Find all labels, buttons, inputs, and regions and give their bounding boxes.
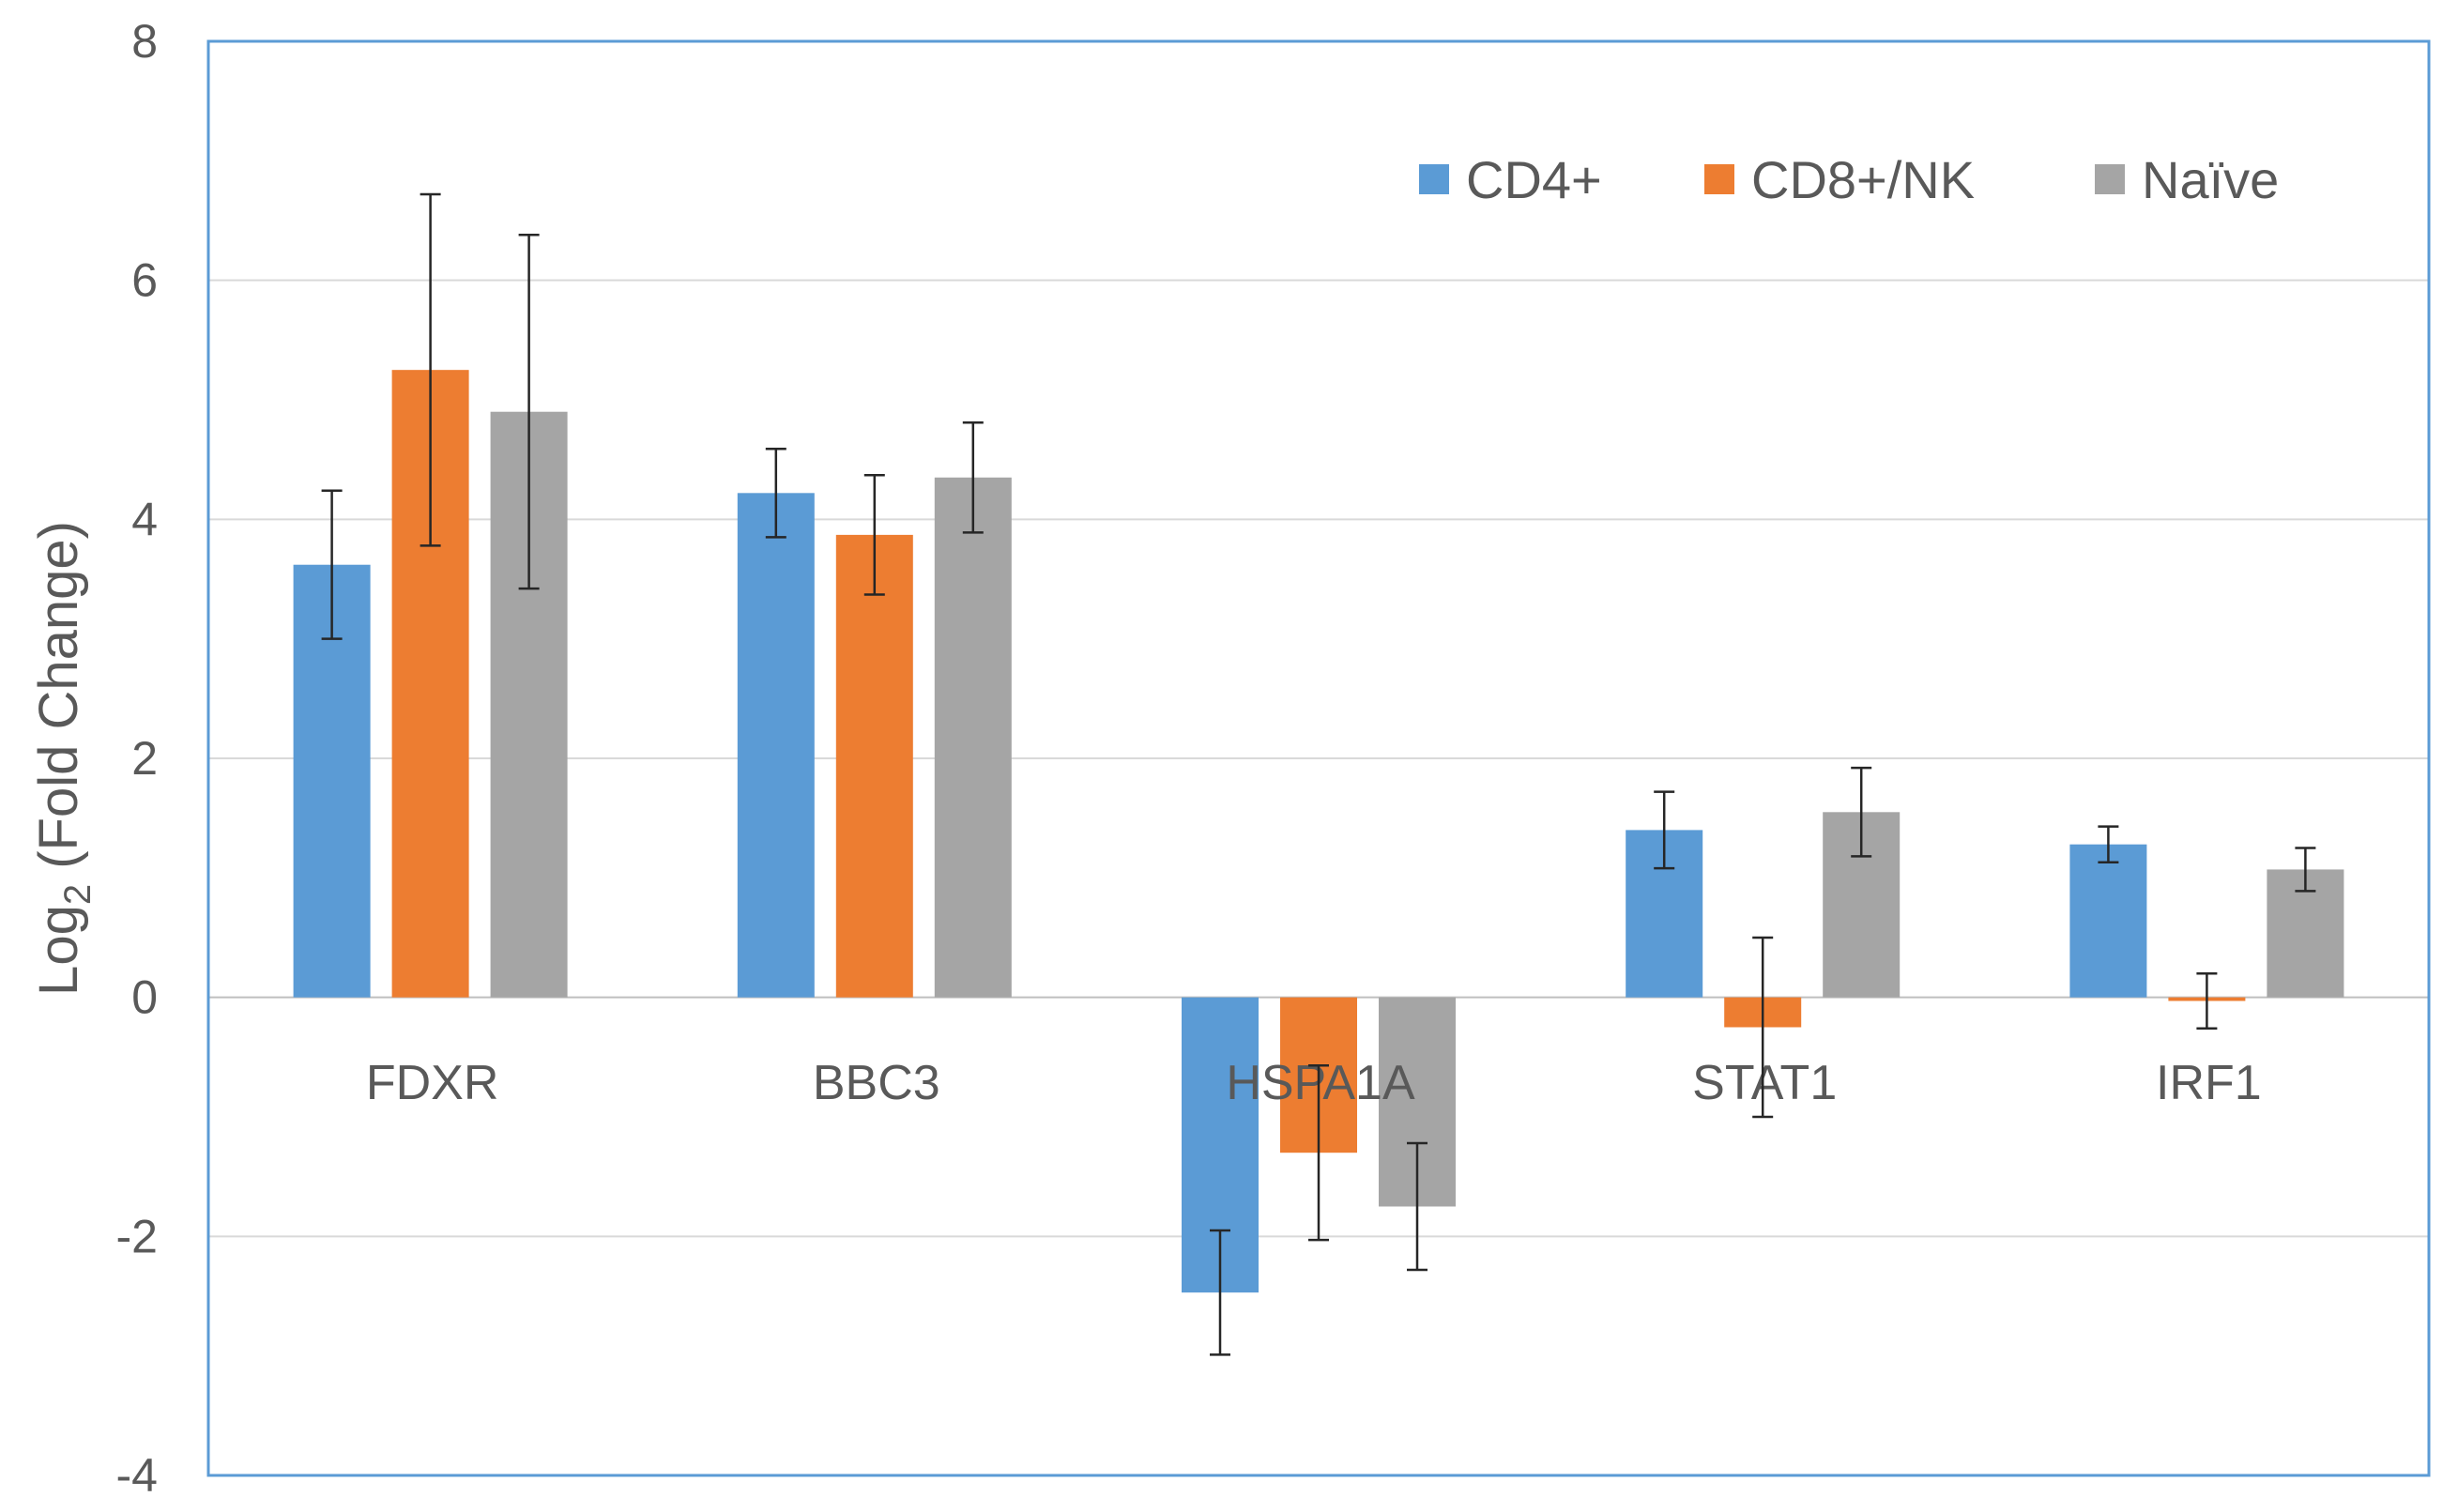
y-tick-label: 4 [131, 493, 158, 545]
category-label-stat1: STAT1 [1692, 1056, 1837, 1110]
legend-label-2: Naïve [2142, 150, 2279, 209]
legend-label-1: CD8+/NK [1751, 150, 1975, 209]
y-axis-ticks: -4 -2 0 2 4 6 8 [116, 15, 158, 1502]
legend-swatch-0 [1419, 164, 1449, 194]
y-tick-label: 2 [131, 732, 158, 785]
bar-irf1-0 [2069, 844, 2147, 998]
y-tick-label: 0 [131, 971, 158, 1024]
y-axis-title-suffix: (Fold Change) [28, 521, 89, 884]
bar-bbc3-2 [934, 477, 1012, 998]
y-axis-title-subscript: 2 [57, 884, 99, 905]
legend-label-0: CD4+ [1466, 150, 1602, 209]
y-tick-label: -4 [116, 1449, 158, 1502]
plot-area-border [206, 39, 2431, 1477]
y-tick-label: 8 [131, 15, 158, 68]
legend-swatch-1 [1704, 164, 1734, 194]
category-label-bbc3: BBC3 [813, 1056, 940, 1110]
bar-bbc3-1 [835, 534, 913, 998]
y-tick-label: 6 [131, 254, 158, 307]
category-label-fdxr: FDXR [366, 1056, 499, 1110]
bar-bbc3-0 [737, 493, 815, 998]
category-labels: FDXR BBC3 HSPA1A STAT1 IRF1 [366, 1056, 2262, 1110]
bars [293, 370, 2344, 1293]
category-label-hspa1a: HSPA1A [1226, 1056, 1415, 1110]
gridlines [208, 279, 2429, 1238]
legend: CD4+ CD8+/NK Naïve [1419, 150, 2279, 209]
y-axis-title-main: Log [28, 905, 89, 996]
error-bars [321, 192, 2316, 1356]
category-label-irf1: IRF1 [2156, 1056, 2262, 1110]
legend-swatch-2 [2095, 164, 2125, 194]
y-tick-label: -2 [116, 1210, 158, 1262]
y-axis-title: Log2 (Fold Change) [28, 521, 99, 996]
